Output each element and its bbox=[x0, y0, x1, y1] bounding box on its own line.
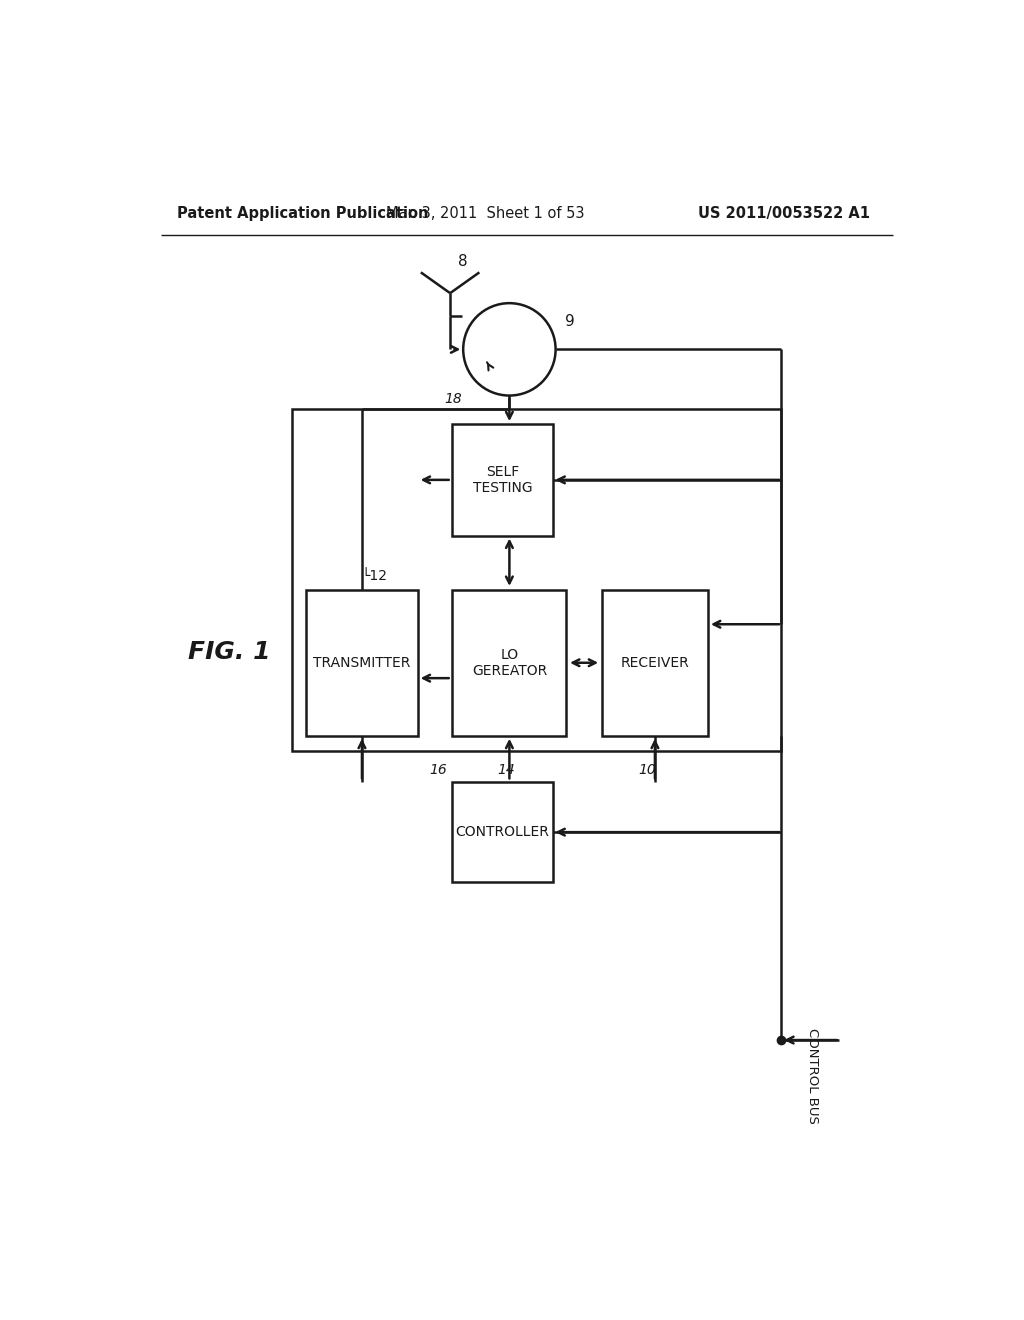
Text: 14: 14 bbox=[497, 763, 515, 777]
Text: 9: 9 bbox=[565, 314, 574, 329]
Text: RECEIVER: RECEIVER bbox=[621, 656, 689, 669]
Circle shape bbox=[463, 304, 556, 396]
Bar bbox=[292, 409, 781, 751]
Text: CONTROL BUS: CONTROL BUS bbox=[806, 1028, 819, 1125]
Bar bbox=[453, 424, 553, 536]
Text: 18: 18 bbox=[444, 392, 462, 407]
Text: CONTROLLER: CONTROLLER bbox=[456, 825, 550, 840]
Text: US 2011/0053522 A1: US 2011/0053522 A1 bbox=[697, 206, 869, 222]
Text: 10: 10 bbox=[639, 763, 656, 777]
Bar bbox=[453, 590, 566, 737]
Bar bbox=[453, 781, 553, 882]
Text: Mar. 3, 2011  Sheet 1 of 53: Mar. 3, 2011 Sheet 1 of 53 bbox=[385, 206, 584, 222]
Text: FIG. 1: FIG. 1 bbox=[188, 640, 270, 664]
Text: └12: └12 bbox=[361, 569, 387, 583]
Text: 16: 16 bbox=[429, 763, 447, 777]
Text: LO
GEREATOR: LO GEREATOR bbox=[472, 648, 547, 678]
Bar bbox=[602, 590, 708, 737]
Text: TRANSMITTER: TRANSMITTER bbox=[313, 656, 411, 669]
Text: Patent Application Publication: Patent Application Publication bbox=[177, 206, 428, 222]
Bar bbox=[306, 590, 418, 737]
Text: 8: 8 bbox=[458, 255, 467, 269]
Text: SELF
TESTING: SELF TESTING bbox=[473, 465, 532, 495]
